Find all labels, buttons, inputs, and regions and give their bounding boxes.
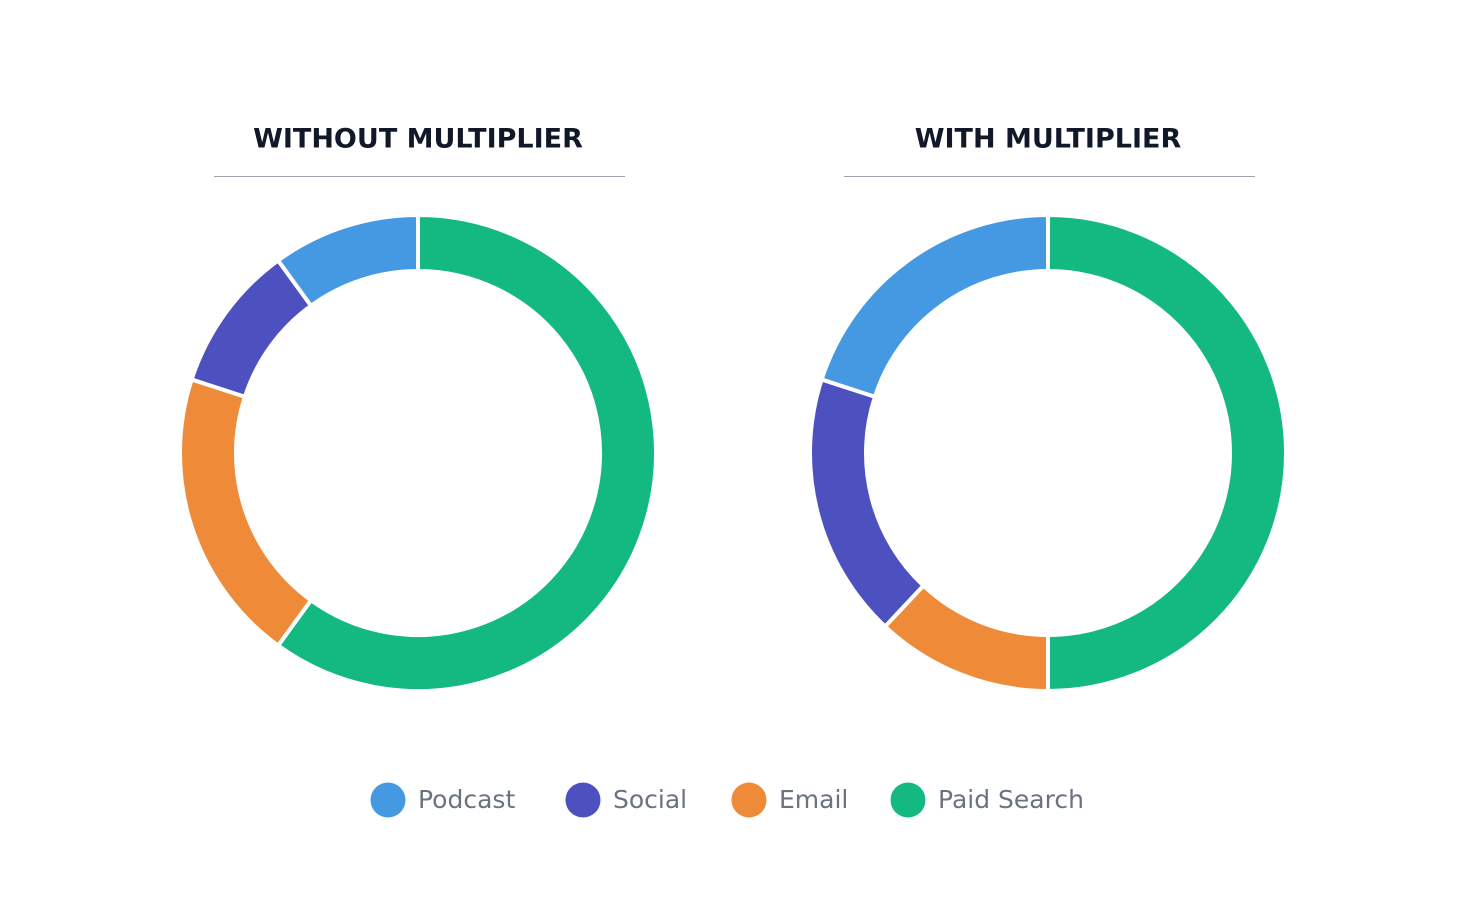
legend-swatch <box>565 782 601 818</box>
legend-swatch <box>890 782 926 818</box>
donut-segment <box>808 376 927 630</box>
legend-swatch <box>370 782 406 818</box>
legend-swatch <box>731 782 767 818</box>
donut-segment <box>275 212 420 309</box>
legend-label: Podcast <box>418 785 515 814</box>
donut-segment <box>819 212 1050 400</box>
legend-label: Social <box>613 785 687 814</box>
legend-label: Paid Search <box>938 785 1084 814</box>
donut-segment <box>275 212 658 693</box>
donut-segment <box>178 376 314 649</box>
donut-segment <box>1046 212 1288 694</box>
chart-title: WITHOUT MULTIPLIER <box>253 124 583 155</box>
legend-label: Email <box>779 785 848 814</box>
chart-title: WITH MULTIPLIER <box>915 124 1182 155</box>
